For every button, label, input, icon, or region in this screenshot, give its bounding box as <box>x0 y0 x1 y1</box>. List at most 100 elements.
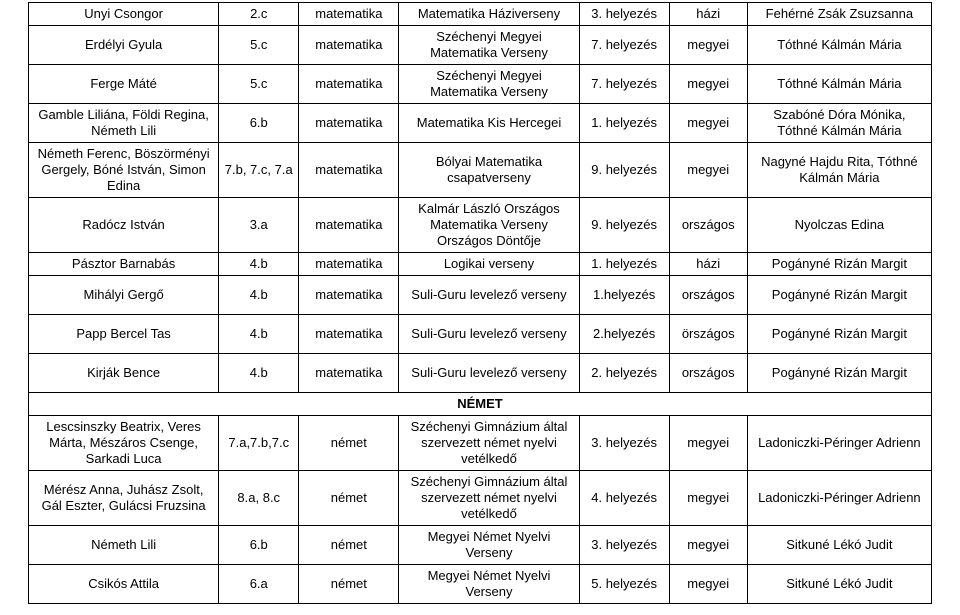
placement: 1.helyezés <box>579 276 669 315</box>
table-row: Radócz István3.amatematikaKalmár László … <box>29 198 932 253</box>
subject: matematika <box>299 3 399 26</box>
table-row: Mihályi Gergő4.bmatematikaSuli-Guru leve… <box>29 276 932 315</box>
student: Kirják Bence <box>29 354 219 393</box>
level: megyei <box>669 143 747 198</box>
level: házi <box>669 253 747 276</box>
level: megyei <box>669 471 747 526</box>
competition: Bólyai Matematika csapatverseny <box>399 143 579 198</box>
placement: 9. helyezés <box>579 198 669 253</box>
placement: 1. helyezés <box>579 253 669 276</box>
student: Unyi Csongor <box>29 3 219 26</box>
table-row: Papp Bercel Tas4.bmatematikaSuli-Guru le… <box>29 315 932 354</box>
teacher: Ladoniczki-Péringer Adrienn <box>747 471 931 526</box>
subject: matematika <box>299 65 399 104</box>
placement: 9. helyezés <box>579 143 669 198</box>
subject: matematika <box>299 315 399 354</box>
level: országos <box>669 276 747 315</box>
student: Németh Ferenc, Böszörményi Gergely, Bóné… <box>29 143 219 198</box>
teacher: Tóthné Kálmán Mária <box>747 65 931 104</box>
class: 3.a <box>219 198 299 253</box>
page: Unyi Csongor2.cmatematikaMatematika Házi… <box>0 0 960 614</box>
competition: Logikai verseny <box>399 253 579 276</box>
level: örszágos <box>669 315 747 354</box>
level: megyei <box>669 65 747 104</box>
results-table: Unyi Csongor2.cmatematikaMatematika Házi… <box>28 2 932 604</box>
placement: 3. helyezés <box>579 3 669 26</box>
placement: 7. helyezés <box>579 65 669 104</box>
class: 7.b, 7.c, 7.a <box>219 143 299 198</box>
class: 7.a,7.b,7.c <box>219 416 299 471</box>
placement: 3. helyezés <box>579 416 669 471</box>
subject: német <box>299 416 399 471</box>
student: Németh Lili <box>29 526 219 565</box>
subject: matematika <box>299 26 399 65</box>
teacher: Nyolczas Edina <box>747 198 931 253</box>
teacher: Nagyné Hajdu Rita, Tóthné Kálmán Mária <box>747 143 931 198</box>
placement: 1. helyezés <box>579 104 669 143</box>
table-row: Ferge Máté5.cmatematikaSzéchenyi Megyei … <box>29 65 932 104</box>
section-header: NÉMET <box>29 393 932 416</box>
class: 2.c <box>219 3 299 26</box>
teacher: Pogányné Rizán Margit <box>747 253 931 276</box>
level: megyei <box>669 26 747 65</box>
table-row: Németh Lili6.bnémetMegyei Német Nyelvi V… <box>29 526 932 565</box>
competition: Megyei Német Nyelvi Verseny <box>399 565 579 604</box>
student: Ferge Máté <box>29 65 219 104</box>
student: Radócz István <box>29 198 219 253</box>
level: megyei <box>669 526 747 565</box>
placement: 2.helyezés <box>579 315 669 354</box>
placement: 5. helyezés <box>579 565 669 604</box>
table-row: Gamble Liliána, Földi Regina, Németh Lil… <box>29 104 932 143</box>
teacher: Fehérné Zsák Zsuzsanna <box>747 3 931 26</box>
teacher: Ladoniczki-Péringer Adrienn <box>747 416 931 471</box>
competition: Széchenyi Megyei Matematika Verseny <box>399 65 579 104</box>
class: 4.b <box>219 315 299 354</box>
competition: Megyei Német Nyelvi Verseny <box>399 526 579 565</box>
subject: német <box>299 565 399 604</box>
class: 5.c <box>219 65 299 104</box>
teacher: Szabóné Dóra Mónika, Tóthné Kálmán Mária <box>747 104 931 143</box>
competition: Széchenyi Megyei Matematika Verseny <box>399 26 579 65</box>
table-row: Erdélyi Gyula5.cmatematikaSzéchenyi Megy… <box>29 26 932 65</box>
student: Erdélyi Gyula <box>29 26 219 65</box>
teacher: Pogányné Rizán Margit <box>747 276 931 315</box>
student: Pásztor Barnabás <box>29 253 219 276</box>
competition: Matematika Kis Hercegei <box>399 104 579 143</box>
table-row: NÉMET <box>29 393 932 416</box>
level: megyei <box>669 565 747 604</box>
class: 4.b <box>219 354 299 393</box>
placement: 7. helyezés <box>579 26 669 65</box>
class: 4.b <box>219 253 299 276</box>
table-row: Kirják Bence4.bmatematikaSuli-Guru level… <box>29 354 932 393</box>
teacher: Pogányné Rizán Margit <box>747 354 931 393</box>
student: Mihályi Gergő <box>29 276 219 315</box>
competition: Széchenyi Gimnázium által szervezett ném… <box>399 471 579 526</box>
level: országos <box>669 198 747 253</box>
class: 6.a <box>219 565 299 604</box>
placement: 3. helyezés <box>579 526 669 565</box>
student: Csikós Attila <box>29 565 219 604</box>
subject: matematika <box>299 198 399 253</box>
level: országos <box>669 354 747 393</box>
subject: matematika <box>299 354 399 393</box>
student: Papp Bercel Tas <box>29 315 219 354</box>
subject: német <box>299 526 399 565</box>
student: Lescsinszky Beatrix, Veres Márta, Mészár… <box>29 416 219 471</box>
table-row: Csikós Attila6.anémetMegyei Német Nyelvi… <box>29 565 932 604</box>
table-row: Unyi Csongor2.cmatematikaMatematika Házi… <box>29 3 932 26</box>
placement: 4. helyezés <box>579 471 669 526</box>
competition: Suli-Guru levelező verseny <box>399 276 579 315</box>
placement: 2. helyezés <box>579 354 669 393</box>
class: 8.a, 8.c <box>219 471 299 526</box>
class: 6.b <box>219 526 299 565</box>
competition: Suli-Guru levelező verseny <box>399 354 579 393</box>
class: 5.c <box>219 26 299 65</box>
class: 6.b <box>219 104 299 143</box>
level: házi <box>669 3 747 26</box>
teacher: Pogányné Rizán Margit <box>747 315 931 354</box>
table-row: Lescsinszky Beatrix, Veres Márta, Mészár… <box>29 416 932 471</box>
subject: német <box>299 471 399 526</box>
table-row: Mérész Anna, Juhász Zsolt, Gál Eszter, G… <box>29 471 932 526</box>
level: megyei <box>669 416 747 471</box>
subject: matematika <box>299 143 399 198</box>
